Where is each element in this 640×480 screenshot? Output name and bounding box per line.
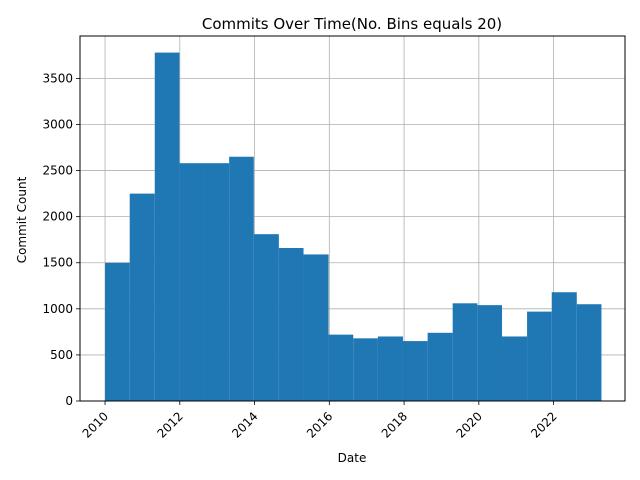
y-tick-label: 0 (65, 394, 73, 408)
y-tick-label: 2000 (42, 210, 73, 224)
histogram-bar (402, 341, 428, 401)
histogram-bar (452, 303, 478, 401)
histogram-bar (551, 292, 577, 401)
y-axis-ticks: 0 500 1000 1500 2000 2500 3000 3500 (42, 71, 80, 408)
histogram-bar (204, 163, 230, 401)
histogram-bar (377, 336, 403, 401)
chart-title: Commits Over Time(No. Bins equals 20) (202, 15, 502, 33)
histogram-bar (427, 332, 453, 401)
y-tick-label: 3500 (42, 71, 73, 85)
histogram-bar (154, 52, 180, 401)
histogram-bar (303, 254, 329, 401)
histogram-bar (328, 334, 354, 401)
histogram-bar (353, 338, 378, 401)
histogram-bar (278, 247, 304, 401)
y-tick-label: 1000 (42, 302, 73, 316)
plot-frame (79, 35, 626, 402)
histogram-bar (105, 262, 130, 401)
histogram-bar (129, 193, 155, 401)
histogram-bars (105, 52, 602, 401)
y-tick-label: 1500 (42, 256, 73, 270)
y-tick-label: 500 (50, 348, 73, 362)
histogram-bar (502, 336, 528, 401)
histogram-bar (179, 163, 205, 401)
histogram-bar (229, 156, 254, 401)
y-tick-label: 3000 (42, 117, 73, 131)
histogram-bar (527, 311, 552, 401)
histogram-bar (477, 305, 503, 401)
x-axis-title: Date (338, 451, 367, 465)
histogram-bar (253, 234, 279, 401)
histogram-bar (576, 304, 602, 401)
y-tick-label: 2500 (42, 164, 73, 178)
y-axis-title: Commit Count (15, 176, 29, 263)
